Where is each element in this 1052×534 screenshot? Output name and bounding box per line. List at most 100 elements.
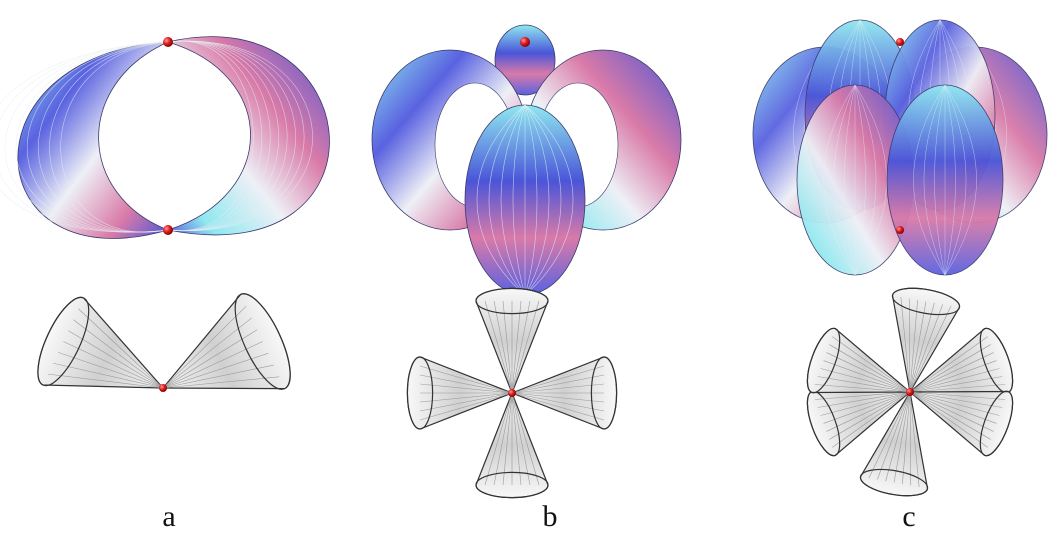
meridian-line (524, 104, 538, 296)
cone-ruling (814, 391, 911, 400)
vertex-icon (896, 226, 904, 234)
double-cone-outline (475, 391, 549, 499)
meridian-line (823, 84, 856, 276)
cone-ruling (73, 319, 164, 389)
lobe-c-5 (886, 84, 1004, 276)
cone-rim (859, 468, 929, 497)
meridian-line (944, 84, 967, 276)
cone-ruling (820, 368, 911, 393)
cone-ruling (53, 362, 164, 389)
cone-ruling (909, 391, 1006, 400)
cone-ruling (484, 300, 513, 394)
cone-rim (891, 287, 961, 316)
cone-ruling (909, 336, 988, 393)
cone-ruling (511, 392, 531, 486)
cone-ruling (829, 344, 911, 393)
torus-lobe-surface (17, 41, 170, 239)
cone-ruling (63, 341, 164, 389)
cone-ruling (826, 352, 911, 393)
cone-ruling (502, 300, 513, 394)
double-cone-outline (806, 390, 912, 457)
torus-lobe-surface (166, 36, 330, 236)
cone-ruling (814, 384, 911, 393)
cone-ruling (909, 391, 1003, 408)
cone-ruling (511, 392, 605, 403)
cone-ruling (909, 391, 997, 424)
lobe-front (464, 104, 586, 296)
cone-ruling (908, 298, 911, 393)
cone-ruling (909, 391, 912, 486)
double-cone-outline (510, 356, 618, 430)
meridian-line (476, 104, 526, 296)
double-cone-outline (891, 287, 961, 394)
cone-ruling (909, 368, 1000, 393)
double-cone-outline (908, 327, 1014, 394)
meridian-line (844, 84, 856, 276)
cone-ruling (909, 352, 994, 393)
double-cone-outline (475, 287, 549, 395)
double-cone-outline (859, 390, 929, 497)
cone-ruling (823, 391, 911, 424)
cone-ruling (58, 352, 164, 389)
meridian-line (934, 84, 946, 276)
cone-ruling (817, 376, 911, 393)
meridian-line (854, 84, 866, 276)
panel-label-b: b (542, 500, 558, 533)
cone-ruling (909, 304, 943, 393)
cone-ruling (493, 392, 513, 486)
double-cone-outline (806, 327, 912, 394)
cone-ruling (902, 391, 911, 485)
cone-ruling (419, 365, 513, 394)
cone-ruling (909, 305, 952, 393)
cone-ruling (68, 330, 164, 389)
cone-ruling (511, 300, 540, 394)
cone-ruling (909, 344, 991, 393)
vertex-icon (906, 388, 914, 396)
meridian-line (512, 104, 526, 296)
cone-ruling (419, 392, 513, 412)
cone-ruling (78, 308, 164, 389)
cone-ruling (48, 373, 164, 389)
cone-ruling (162, 364, 274, 389)
cone-rim (475, 471, 549, 499)
meridian-line (524, 104, 574, 296)
cone-rim (234, 293, 291, 390)
cone-ruling (909, 391, 920, 488)
meridian-line (944, 84, 977, 276)
meridian-line (500, 104, 526, 296)
cone-ruling (826, 391, 911, 432)
cone-ruling (511, 392, 605, 412)
cone-ruling (820, 391, 911, 416)
lobe-c-4 (796, 84, 914, 276)
cone-ruling (511, 392, 522, 486)
cone-ruling (419, 392, 513, 421)
cone-rim (979, 390, 1014, 457)
cone-ruling (511, 374, 605, 394)
torus-lobe-surface (494, 24, 556, 96)
cone-rim (406, 356, 434, 430)
cone-ruling (909, 391, 994, 432)
cone-ruling (832, 336, 911, 393)
meridian-line (524, 104, 562, 296)
meridian-line (854, 84, 877, 276)
lobe-group-b (371, 24, 682, 296)
cone-ruling (900, 296, 911, 393)
cone-ruling (162, 317, 252, 389)
cone-ruling (829, 391, 911, 440)
cone-ruling (909, 391, 1000, 416)
vertex-icon (159, 384, 167, 392)
vertex-icon (163, 225, 173, 235)
cone-ruling (909, 384, 1006, 393)
cone-ruling (419, 392, 513, 403)
cone-ruling (162, 376, 280, 389)
cone-ruling (909, 301, 927, 393)
meridian-line (854, 84, 887, 276)
cone-ruling (885, 391, 911, 482)
lobe-back (494, 24, 556, 96)
cone-group-c (806, 287, 1014, 497)
cone-ruling (909, 376, 1003, 393)
cone-ruling (511, 392, 540, 486)
cone-ruling (502, 392, 513, 486)
cone-ruling (832, 391, 911, 448)
